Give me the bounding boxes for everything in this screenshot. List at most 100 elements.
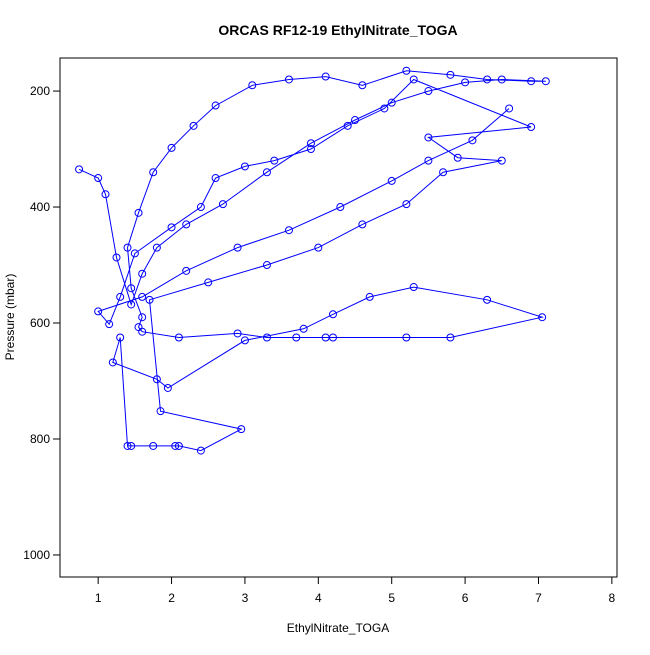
y-axis-label: Pressure (mbar)	[3, 274, 17, 361]
data-point	[358, 81, 367, 90]
data-point	[204, 278, 213, 287]
y-tick-label: 200	[30, 84, 50, 98]
data-point	[402, 200, 411, 209]
data-point	[306, 145, 315, 154]
data-point	[211, 174, 220, 183]
y-tick-label: 600	[30, 316, 50, 330]
data-point	[439, 168, 448, 177]
data-point	[483, 295, 492, 304]
data-point	[123, 441, 132, 450]
data-point	[149, 168, 158, 177]
data-point	[138, 313, 147, 322]
data-point	[351, 116, 360, 125]
data-point	[75, 165, 84, 174]
data-point	[196, 446, 205, 455]
data-point	[149, 441, 158, 450]
data-point	[152, 375, 161, 384]
x-tick-label: 1	[95, 591, 102, 605]
data-point	[409, 75, 418, 84]
data-point	[328, 310, 337, 319]
data-point	[112, 253, 121, 262]
data-point	[240, 162, 249, 171]
data-point	[497, 75, 506, 84]
data-point	[461, 78, 470, 87]
data-point	[211, 101, 220, 110]
y-tick-label: 400	[30, 200, 50, 214]
data-point	[380, 104, 389, 113]
data-point	[527, 123, 536, 132]
data-point	[358, 220, 367, 229]
data-point	[138, 269, 147, 278]
data-point	[101, 190, 110, 199]
data-point	[127, 300, 136, 309]
data-point	[94, 307, 103, 316]
x-tick-label: 2	[168, 591, 175, 605]
data-point	[105, 320, 114, 329]
data-point	[108, 358, 117, 367]
data-point	[505, 104, 514, 113]
data-point	[233, 243, 242, 252]
data-point	[538, 313, 547, 322]
data-point	[174, 333, 183, 342]
data-point	[182, 220, 191, 229]
data-point	[174, 441, 183, 450]
chart-title: ORCAS RF12-19 EthylNitrate_TOGA	[218, 22, 457, 38]
data-point	[336, 203, 345, 212]
x-axis-label: EthylNitrate_TOGA	[287, 621, 389, 635]
data-point	[189, 121, 198, 130]
data-point	[424, 156, 433, 165]
data-point	[343, 121, 352, 130]
data-point	[497, 156, 506, 165]
data-point	[134, 208, 143, 217]
data-point	[240, 336, 249, 345]
data-point	[156, 407, 165, 416]
y-tick-label: 1000	[23, 548, 50, 562]
data-point	[402, 66, 411, 75]
y-tick-label: 800	[30, 432, 50, 446]
data-point	[163, 383, 172, 392]
data-point	[284, 226, 293, 235]
data-point	[365, 292, 374, 301]
data-point	[446, 333, 455, 342]
data-point	[127, 284, 136, 293]
data-point	[328, 333, 337, 342]
data-point	[453, 153, 462, 162]
x-tick-label: 8	[609, 591, 616, 605]
plot-frame	[59, 57, 618, 578]
data-point	[446, 70, 455, 79]
data-point	[123, 243, 132, 252]
data-point	[270, 156, 279, 165]
data-point	[262, 168, 271, 177]
data-point	[127, 441, 136, 450]
x-tick-label: 3	[242, 591, 249, 605]
data-point	[321, 72, 330, 81]
data-point	[262, 261, 271, 270]
data-point	[138, 327, 147, 336]
data-point	[145, 295, 154, 304]
data-point	[292, 333, 301, 342]
data-point	[171, 441, 180, 450]
data-point	[248, 81, 257, 90]
data-point	[299, 324, 308, 333]
data-point	[527, 77, 536, 86]
data-point	[116, 333, 125, 342]
data-point	[237, 425, 246, 434]
data-line	[78, 70, 546, 452]
x-tick-label: 6	[462, 591, 469, 605]
data-point	[541, 77, 550, 86]
data-point	[387, 176, 396, 185]
data-point	[196, 203, 205, 212]
data-point	[424, 133, 433, 142]
data-point	[262, 333, 271, 342]
x-tick-label: 4	[315, 591, 322, 605]
data-point	[218, 200, 227, 209]
x-tick-label: 7	[535, 591, 542, 605]
data-point	[387, 98, 396, 107]
data-point	[116, 292, 125, 301]
data-point	[468, 136, 477, 145]
data-point	[152, 243, 161, 252]
data-point	[138, 292, 147, 301]
data-point	[402, 333, 411, 342]
